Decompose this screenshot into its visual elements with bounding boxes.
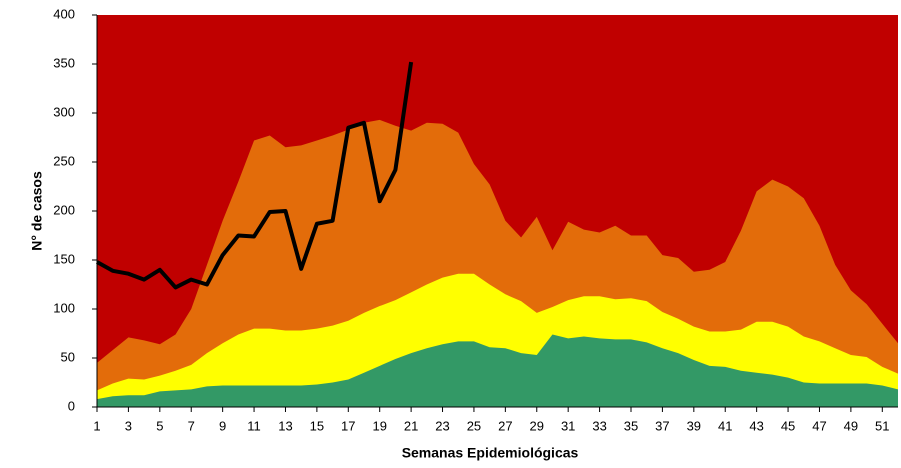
x-tick-label: 45	[781, 418, 795, 433]
x-tick-label: 47	[812, 418, 826, 433]
x-tick-label: 19	[372, 418, 386, 433]
y-axis-label: N° de casos	[29, 171, 45, 251]
x-tick-label: 9	[219, 418, 226, 433]
y-tick-label: 150	[53, 251, 75, 266]
x-tick-label: 11	[247, 418, 261, 433]
y-tick-label: 50	[61, 349, 75, 364]
x-tick-label: 41	[718, 418, 732, 433]
x-tick-label: 33	[592, 418, 606, 433]
x-tick-label: 27	[498, 418, 512, 433]
y-tick-label: 300	[53, 104, 75, 119]
x-tick-label: 39	[687, 418, 701, 433]
x-tick-label: 25	[467, 418, 481, 433]
x-tick-label: 29	[530, 418, 544, 433]
x-tick-label: 49	[844, 418, 858, 433]
band-area	[97, 334, 898, 407]
x-tick-label: 1	[93, 418, 100, 433]
y-tick-label: 250	[53, 153, 75, 168]
x-axis-label: Semanas Epidemiológicas	[402, 445, 579, 461]
x-tick-label: 13	[278, 418, 292, 433]
x-tick-label: 31	[561, 418, 575, 433]
x-tick-label: 35	[624, 418, 638, 433]
x-tick-label: 21	[404, 418, 418, 433]
x-tick-label: 5	[156, 418, 163, 433]
x-tick-label: 37	[655, 418, 669, 433]
y-tick-label: 400	[53, 6, 75, 21]
x-tick-label: 51	[875, 418, 889, 433]
x-tick-label: 43	[749, 418, 763, 433]
y-tick-label: 200	[53, 202, 75, 217]
y-tick-label: 350	[53, 55, 75, 70]
x-tick-label: 15	[310, 418, 324, 433]
x-tick-label: 23	[435, 418, 449, 433]
cases-line	[96, 61, 414, 290]
y-tick-label: 0	[68, 398, 75, 413]
x-tick-label: 17	[341, 418, 355, 433]
x-tick-label: 3	[125, 418, 132, 433]
y-tick-label: 100	[53, 300, 75, 315]
x-tick-label: 7	[188, 418, 195, 433]
